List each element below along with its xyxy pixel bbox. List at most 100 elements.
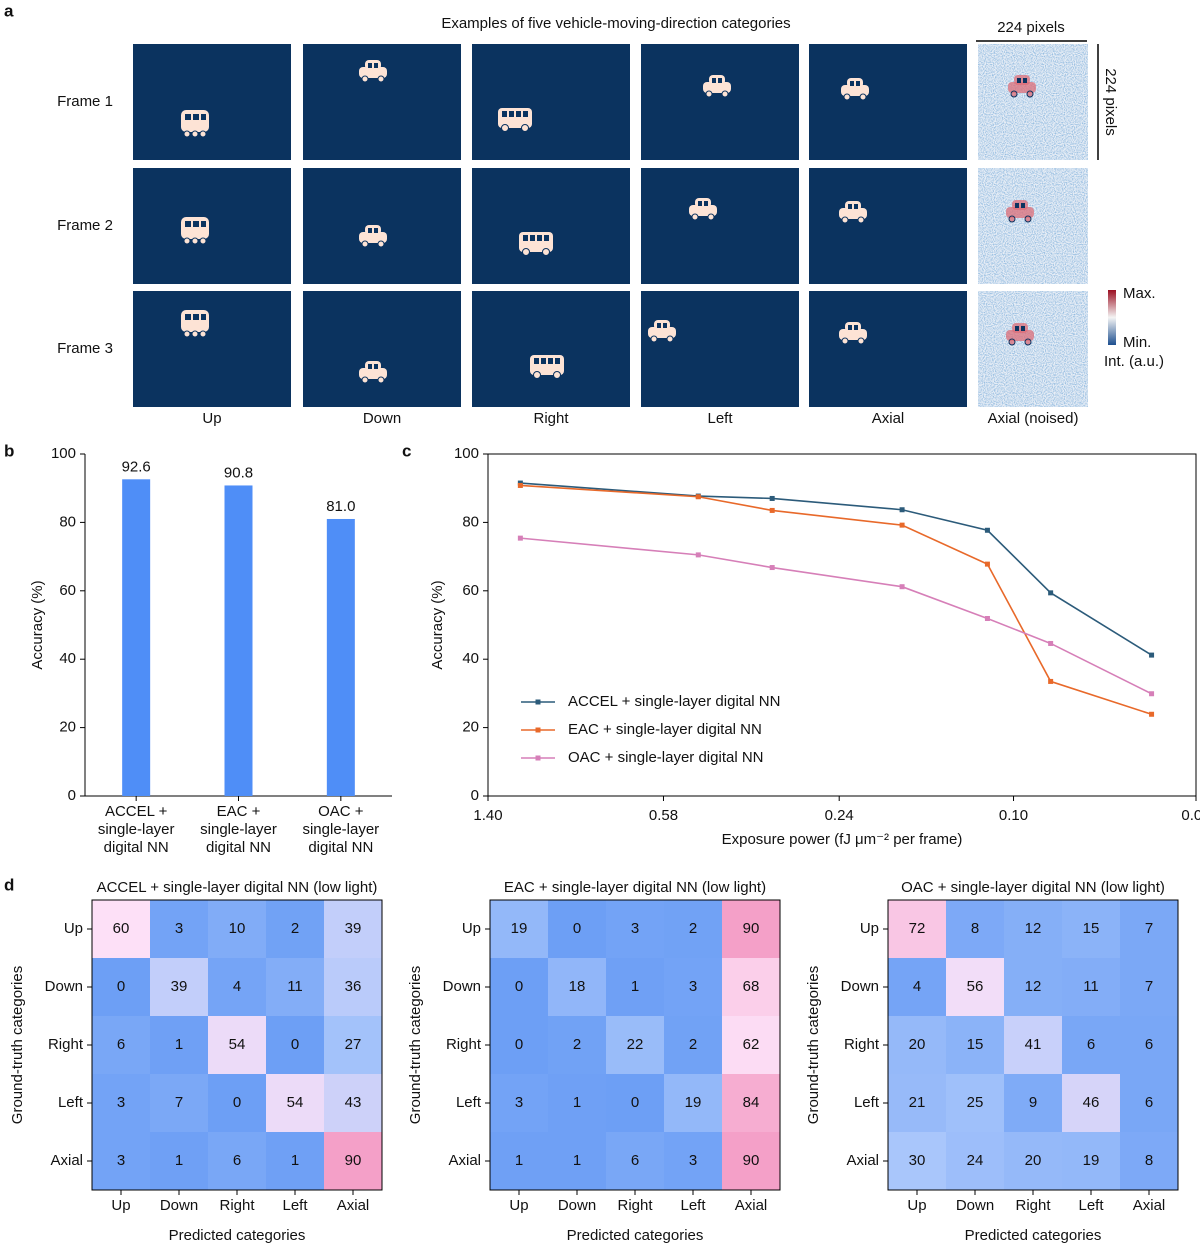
frame-image: [641, 44, 799, 160]
marker: [695, 494, 701, 500]
cell-label: 24: [967, 1152, 984, 1169]
vehicle-window: [848, 204, 852, 209]
frame-image: [303, 168, 461, 284]
y-tick-label: 20: [462, 719, 479, 736]
x-tick-label: ACCEL +: [105, 803, 168, 820]
marker: [769, 507, 775, 513]
heatmap-cell: [1120, 1132, 1178, 1190]
vehicle-wheel: [843, 93, 851, 101]
heatmap-cell: [888, 900, 946, 958]
value-label: 81.0: [326, 498, 355, 515]
vehicle-window: [368, 63, 372, 68]
cell-label: 36: [345, 978, 362, 995]
cell-label: 6: [1087, 1036, 1095, 1053]
cell-label: 3: [515, 1094, 523, 1111]
y-axis-label: Accuracy (%): [29, 580, 46, 669]
value-label: 90.8: [224, 464, 253, 481]
heatmap-cell: [150, 900, 208, 958]
cell-label: 0: [631, 1094, 639, 1111]
line: [520, 482, 1152, 656]
cell-label: 2: [291, 920, 299, 937]
vehicle-window: [185, 314, 191, 320]
column-label: Axial (noised): [988, 410, 1079, 427]
frame-image: [472, 44, 630, 160]
cell-label: 1: [175, 1152, 183, 1169]
y-tick-label: Left: [854, 1094, 880, 1111]
x-tick-label: EAC +: [217, 803, 261, 820]
y-axis-label: Ground-truth categories: [407, 966, 424, 1124]
heatmap-cell: [722, 1016, 780, 1074]
heatmap-cell: [324, 900, 382, 958]
vehicle-window: [523, 235, 528, 241]
vehicle-wheel: [691, 213, 699, 221]
cell-label: 20: [909, 1036, 926, 1053]
vehicle-wheel: [522, 248, 530, 256]
heatmap-cell: [490, 900, 548, 958]
y-tick-label: 40: [59, 650, 76, 667]
y-tick-label: 80: [59, 513, 76, 530]
y-axis-label: Ground-truth categories: [9, 966, 26, 1124]
cell-label: 39: [345, 920, 362, 937]
y-tick-label: Axial: [50, 1152, 83, 1169]
column-label: Up: [202, 410, 221, 427]
cell-label: 7: [1145, 978, 1153, 995]
vehicle-window: [712, 78, 716, 83]
cell-label: 19: [1083, 1152, 1100, 1169]
x-tick-label: Axial: [337, 1197, 370, 1214]
vehicle: [365, 60, 381, 70]
image-bg: [641, 44, 799, 160]
cell-label: 8: [971, 920, 979, 937]
vehicle-window: [856, 81, 860, 86]
heatmap-cell: [946, 1074, 1004, 1132]
marker: [984, 616, 990, 622]
column-label: Down: [363, 410, 401, 427]
heatmap-cell: [1120, 1016, 1178, 1074]
frame-image: [809, 168, 967, 284]
vehicle: [703, 82, 731, 93]
cell-label: 72: [909, 920, 926, 937]
image-noise: [978, 168, 1088, 284]
heatmap-title: OAC + single-layer digital NN (low light…: [901, 879, 1165, 896]
vehicle-wheel: [841, 216, 849, 224]
vehicle-wheel: [199, 130, 207, 138]
colorbar-label: Int. (a.u.): [1104, 353, 1164, 370]
cell-label: 4: [913, 978, 921, 995]
cell-label: 12: [1025, 920, 1042, 937]
vehicle: [839, 329, 867, 340]
cell-label: 10: [229, 920, 246, 937]
marker: [1048, 678, 1054, 684]
heatmap-title: EAC + single-layer digital NN (low light…: [504, 879, 766, 896]
heatmap-cell: [606, 900, 664, 958]
y-axis-label: Ground-truth categories: [805, 966, 822, 1124]
vehicle-window: [374, 228, 378, 233]
x-tick-label: Up: [111, 1197, 130, 1214]
vehicle: [365, 225, 381, 235]
y-tick-label: 0: [68, 787, 76, 804]
heatmap-cell: [548, 958, 606, 1016]
heatmap-cell: [150, 1074, 208, 1132]
y-tick-label: 80: [462, 513, 479, 530]
image-bg: [472, 168, 630, 284]
cell-label: 8: [1145, 1152, 1153, 1169]
x-tick-label: Up: [907, 1197, 926, 1214]
vehicle-window: [854, 204, 858, 209]
cell-label: 19: [511, 920, 528, 937]
cell-label: 3: [631, 920, 639, 937]
cell-label: 1: [631, 978, 639, 995]
image-noise: [978, 291, 1088, 407]
vehicle: [181, 217, 209, 239]
x-axis-label: Predicted categories: [965, 1227, 1102, 1244]
x-axis-label: Predicted categories: [567, 1227, 704, 1244]
y-tick-label: 60: [59, 582, 76, 599]
bar: [224, 485, 253, 796]
heatmap-cell: [92, 900, 150, 958]
x-tick-label: digital NN: [104, 839, 169, 856]
vehicle-window: [555, 358, 560, 364]
vehicle-wheel: [377, 75, 385, 83]
vehicle-window: [1015, 326, 1019, 331]
x-tick-label: Up: [509, 1197, 528, 1214]
x-tick-label: Left: [680, 1197, 706, 1214]
vehicle-wheel: [542, 248, 550, 256]
heatmap-title: ACCEL + single-layer digital NN (low lig…: [97, 879, 378, 896]
y-tick-label: Up: [64, 920, 83, 937]
